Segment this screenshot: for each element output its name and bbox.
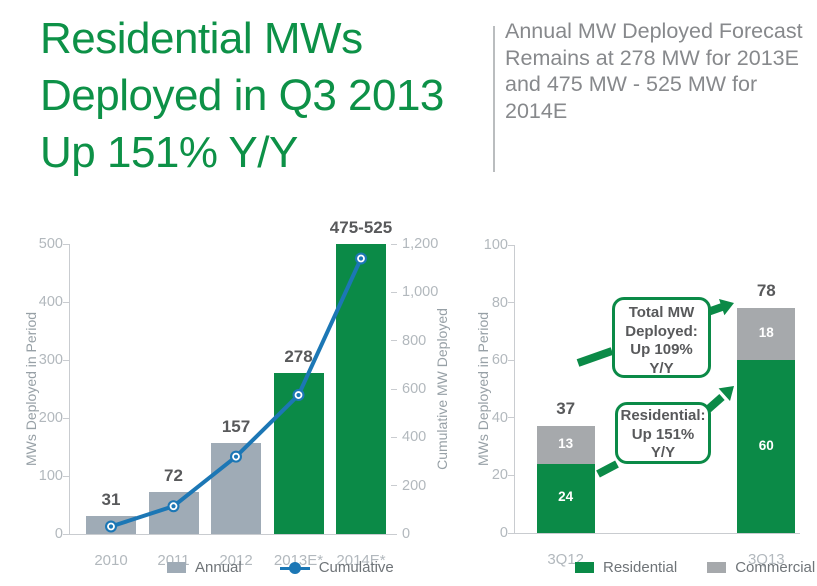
- tick-mark: [63, 475, 69, 477]
- residential-legend-swatch: [575, 562, 594, 573]
- axis-tick-label: 60: [491, 352, 508, 369]
- x-axis-line: [514, 533, 800, 534]
- cumulative-point-ring: [232, 452, 240, 461]
- quarterly-chart-plot-area: 0 20 40 60 80 100 24 13 37 3Q12 60 18 78 3Q13: [484, 237, 800, 568]
- cumulative-point: [292, 389, 305, 402]
- bar-value-label: 157: [221, 416, 251, 436]
- axis-tick-label: 200: [38, 410, 63, 426]
- bar-value-label: 31: [101, 490, 121, 510]
- axis-tick-label: 40: [491, 409, 508, 426]
- cumulative-line-path: [110, 257, 363, 529]
- quarterly-y-axis-title: MWs Deployed in Period: [475, 311, 491, 467]
- axis-tick-label: 500: [38, 236, 63, 252]
- annual-legend-label: Annual: [195, 559, 242, 576]
- total-value-label: 37: [556, 399, 576, 419]
- x-axis-label: 3Q12: [547, 551, 585, 568]
- commercial-legend-swatch: [707, 562, 727, 573]
- x-axis-line: [69, 534, 391, 535]
- axis-tick-label: 1,000: [402, 284, 439, 301]
- tick-mark: [63, 243, 69, 245]
- tick-mark: [63, 301, 69, 303]
- residential-callout: Residential: Up 151% Y/Y: [615, 402, 711, 464]
- tick-mark: [508, 302, 514, 304]
- axis-tick-label: 800: [402, 332, 427, 349]
- cumulative-line: [105, 252, 367, 533]
- tick-mark: [391, 243, 397, 245]
- header-divider: [493, 26, 495, 172]
- annual-chart-legend: Annual Cumulative: [167, 559, 394, 576]
- total-value-label: 78: [756, 281, 776, 301]
- tick-mark: [391, 533, 397, 535]
- tick-mark: [391, 291, 397, 293]
- residential-segment: 24: [536, 463, 595, 533]
- left-y-axis-title: MWs Deployed in Period: [23, 311, 39, 467]
- axis-tick-label: 20: [491, 467, 508, 484]
- tick-mark: [508, 244, 514, 246]
- x-axis-label: 2012: [219, 552, 253, 569]
- commercial-segment: 18: [737, 308, 796, 361]
- cumulative-point-ring: [357, 254, 365, 263]
- axis-tick-label: 200: [402, 477, 427, 494]
- tick-mark: [508, 474, 514, 476]
- x-axis-label: 2013E*: [273, 552, 324, 569]
- tick-mark: [391, 485, 397, 487]
- axis-tick-label: 0: [499, 525, 508, 541]
- axis-tick-label: 100: [483, 237, 508, 253]
- tick-mark: [508, 359, 514, 361]
- tick-mark: [508, 417, 514, 419]
- segment-value-label: 18: [758, 325, 774, 341]
- bar-value-label: 278: [284, 346, 313, 366]
- axis-tick-label: 0: [402, 526, 411, 542]
- segment-value-label: 60: [758, 437, 774, 453]
- tick-mark: [63, 359, 69, 361]
- tick-mark: [391, 388, 397, 390]
- residential-segment: 60: [737, 360, 796, 533]
- commercial-segment: 13: [536, 426, 595, 464]
- tick-mark: [391, 340, 397, 342]
- page-title: Residential MWs Deployed in Q3 2013 Up 1…: [40, 14, 444, 177]
- cumulative-point: [167, 500, 180, 513]
- bar-value-label: 475-525: [329, 218, 393, 237]
- x-axis-label: 2014E*: [336, 552, 386, 569]
- annual-chart-plot-area: 0 100 200 300 400 500 0 200 400 600 800 1,000 1,200 3…: [39, 218, 439, 569]
- cumulative-legend-marker-icon: [279, 561, 310, 574]
- cumulative-point: [355, 252, 367, 265]
- annual-legend-swatch: [167, 562, 186, 573]
- axis-tick-label: 400: [402, 429, 427, 446]
- header-subtitle: Annual MW Deployed Forecast Remains at 2…: [505, 19, 803, 123]
- tick-mark: [508, 532, 514, 534]
- segment-value-label: 13: [558, 436, 574, 452]
- y-axis-line: [514, 245, 515, 533]
- axis-tick-label: 600: [402, 381, 427, 397]
- axis-tick-label: 300: [38, 352, 63, 368]
- cumulative-point: [230, 450, 242, 463]
- x-axis-label: 3Q13: [747, 551, 785, 568]
- axis-tick-label: 400: [38, 294, 63, 310]
- cumulative-legend-label: Cumulative: [318, 559, 394, 576]
- axis-tick-label: 1,200: [402, 236, 439, 252]
- tick-mark: [391, 436, 397, 438]
- bar-value-label: 72: [164, 466, 183, 486]
- cumulative-point: [105, 520, 117, 533]
- tick-mark: [63, 417, 69, 419]
- cumulative-point-ring: [294, 391, 303, 399]
- quarterly-chart-legend: Residential Commercial: [575, 559, 815, 576]
- commercial-legend-label: Commercial: [735, 559, 816, 576]
- axis-tick-label: 0: [54, 526, 63, 542]
- cumulative-point-ring: [169, 502, 178, 511]
- axis-tick-label: 100: [38, 468, 63, 484]
- residential-legend-label: Residential: [603, 559, 678, 576]
- total-mw-callout: Total MW Deployed: Up 109% Y/Y: [612, 297, 711, 378]
- axis-tick-label: 80: [491, 294, 508, 311]
- cumulative-point-ring: [107, 522, 115, 531]
- y-axis-line: [69, 244, 70, 534]
- tick-mark: [63, 533, 69, 535]
- x-axis-label: 2010: [94, 552, 128, 569]
- segment-value-label: 24: [558, 489, 574, 505]
